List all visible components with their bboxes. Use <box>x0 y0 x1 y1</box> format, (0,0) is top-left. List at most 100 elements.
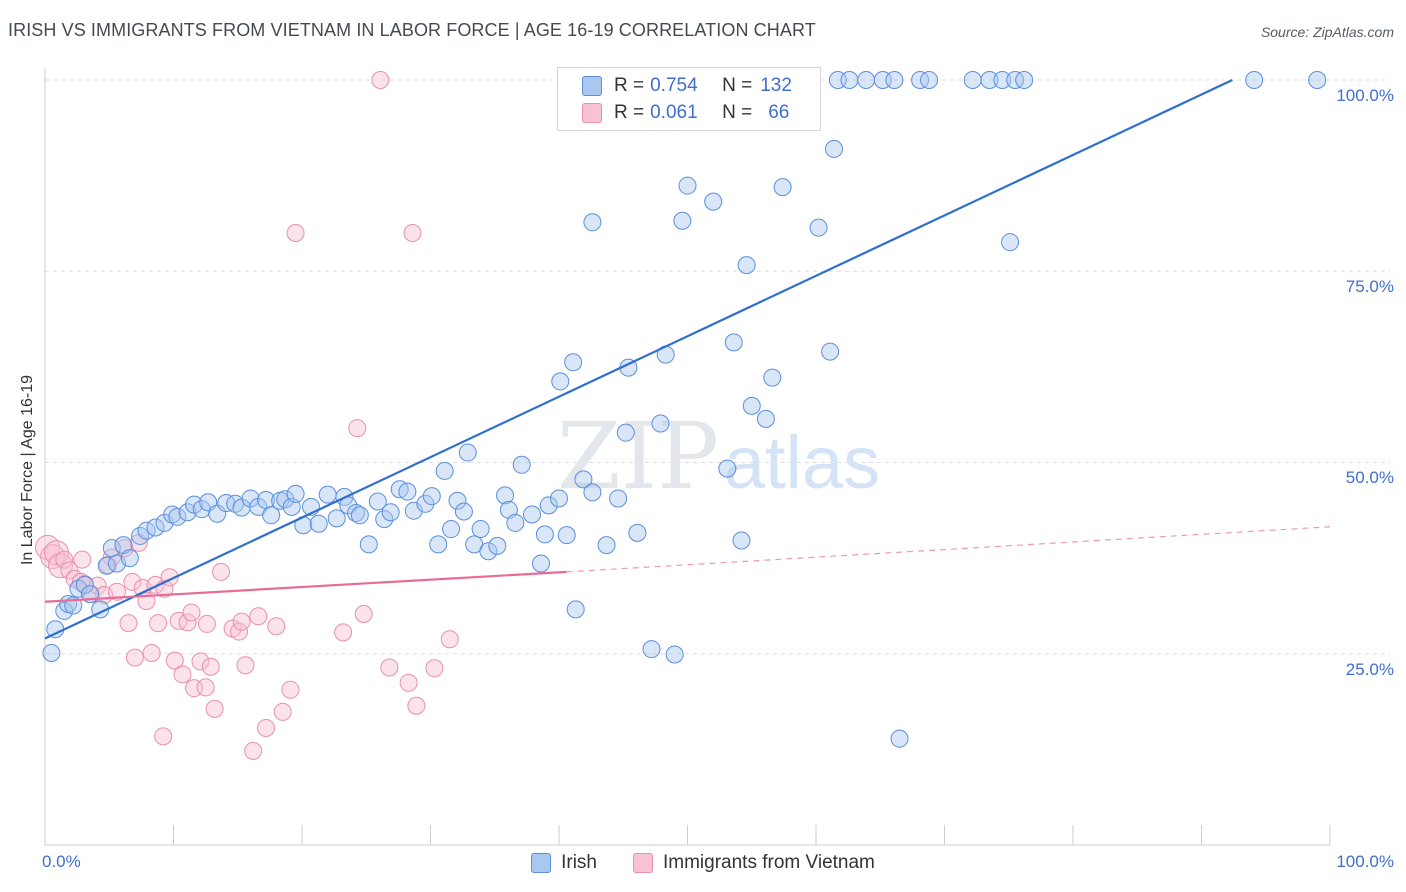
vietnam-point <box>119 614 138 633</box>
vietnam-legend-label: Immigrants from Vietnam <box>663 852 875 873</box>
legend-row-irish: R = 0.754 N = 132 <box>582 74 792 98</box>
irish-point <box>262 506 281 525</box>
irish-point <box>42 643 61 662</box>
irish-point <box>742 396 761 415</box>
irish-point <box>286 484 305 503</box>
vietnam-point <box>102 548 121 567</box>
irish-point <box>557 526 576 545</box>
vietnam-point <box>169 611 188 630</box>
irish-point <box>732 531 751 550</box>
vietnam-r-value: 0.061 <box>650 102 698 123</box>
irish-point <box>381 503 400 522</box>
irish-point <box>840 71 859 89</box>
irish-point <box>416 494 435 513</box>
irish-point <box>574 470 593 489</box>
irish-legend-swatch <box>531 853 552 873</box>
y-tick-25: 25.0% <box>1345 660 1394 679</box>
irish-point <box>980 71 999 89</box>
irish-point <box>1245 71 1264 89</box>
irish-point <box>146 518 165 537</box>
x-tick-0: 0.0% <box>42 852 81 871</box>
irish-point <box>168 507 187 526</box>
irish-point <box>479 542 498 561</box>
irish-point <box>890 729 909 748</box>
irish-point <box>506 513 525 532</box>
vietnam-point <box>334 623 353 642</box>
irish-point <box>564 353 583 372</box>
irish-point <box>583 483 602 502</box>
irish-point <box>821 342 840 361</box>
irish-point <box>616 423 635 442</box>
y-tick-50: 50.0% <box>1345 468 1394 487</box>
vietnam-point <box>380 658 399 677</box>
vietnam-points <box>35 71 459 760</box>
irish-point <box>673 211 692 230</box>
vietnam-point <box>440 630 459 649</box>
vietnam-n-label: N = <box>722 102 753 123</box>
vietnam-point <box>425 659 444 678</box>
irish-point <box>454 502 473 521</box>
vietnam-point <box>244 741 263 760</box>
vietnam-point <box>281 680 300 699</box>
irish-point <box>857 71 876 89</box>
y-tick-75: 75.0% <box>1345 277 1394 296</box>
vietnam-point <box>123 572 142 591</box>
irish-point <box>435 461 454 480</box>
irish-point <box>566 600 585 619</box>
irish-point <box>583 213 602 232</box>
vietnam-point <box>267 617 286 636</box>
vietnam-point <box>286 224 305 242</box>
vietnam-point <box>407 696 426 715</box>
irish-swatch <box>582 76 602 96</box>
irish-point <box>532 554 551 573</box>
vietnam-point <box>232 612 251 631</box>
vietnam-point <box>371 71 390 89</box>
irish-point <box>920 71 939 89</box>
vietnam-point <box>125 648 144 667</box>
vietnam-point <box>273 702 292 721</box>
irish-point <box>993 71 1012 89</box>
irish-point <box>678 176 697 195</box>
irish-point <box>885 71 904 89</box>
vietnam-point <box>115 539 134 558</box>
irish-point <box>114 536 133 555</box>
irish-point <box>368 492 387 511</box>
y-tick-100: 100.0% <box>1336 86 1394 105</box>
vietnam-trend-extension <box>566 526 1331 573</box>
vietnam-point <box>165 651 184 670</box>
vietnam-point <box>191 652 210 671</box>
vietnam-point <box>201 657 220 676</box>
irish-point <box>1015 71 1034 89</box>
irish-point <box>704 192 723 211</box>
irish-n-value: 132 <box>760 75 792 96</box>
vietnam-point <box>47 553 73 579</box>
vietnam-point <box>73 550 92 569</box>
irish-point <box>458 443 477 462</box>
vietnam-point <box>197 614 216 633</box>
irish-point <box>773 178 792 197</box>
vietnam-point <box>149 614 168 633</box>
source-credit: Source: ZipAtlas.com <box>1260 24 1394 40</box>
irish-point <box>1308 71 1327 89</box>
vietnam-n-value: 66 <box>768 102 790 123</box>
stats-legend: R = 0.754 N = 132 R = 0.061 N = 66 <box>557 67 821 131</box>
irish-point <box>551 372 570 391</box>
irish-point <box>809 218 828 237</box>
irish-point <box>597 536 616 555</box>
x-tick-100: 100.0% <box>1336 852 1394 871</box>
legend-row-vietnam: R = 0.061 N = 66 <box>582 101 789 125</box>
irish-point <box>718 459 737 478</box>
vietnam-point <box>403 224 422 242</box>
irish-point <box>318 485 337 504</box>
irish-point <box>512 455 531 474</box>
irish-trend-line <box>44 79 1233 640</box>
vietnam-swatch <box>582 103 602 123</box>
irish-point <box>442 520 461 539</box>
irish-point <box>276 490 295 509</box>
irish-point <box>488 536 507 555</box>
irish-point <box>1001 233 1020 252</box>
irish-n-label: N = <box>722 75 753 96</box>
irish-point <box>665 645 684 664</box>
irish-point <box>471 520 490 539</box>
